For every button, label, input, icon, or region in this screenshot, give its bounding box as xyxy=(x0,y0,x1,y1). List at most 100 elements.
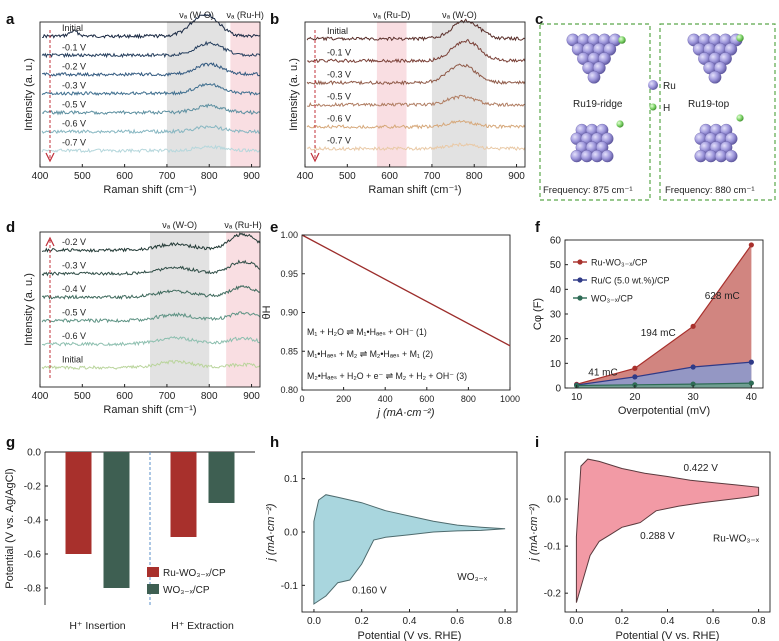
y-tick-label: 60 xyxy=(550,236,562,247)
point-1-2 xyxy=(690,364,696,370)
y-tick-label: 0.0 xyxy=(284,528,298,539)
x-tick-label: 600 xyxy=(116,391,133,402)
x-tick-label: 200 xyxy=(336,394,351,404)
band-0 xyxy=(166,22,227,167)
y-axis-label: Potential (V vs. Ag/AgCl) xyxy=(4,468,16,588)
x-tick-label: 0.8 xyxy=(752,616,766,627)
x-tick-label: 0.6 xyxy=(706,616,720,627)
panel-label-i: i xyxy=(535,434,539,451)
point-0-1 xyxy=(632,365,638,371)
y-tick-label: 20 xyxy=(550,334,562,345)
y-axis-label: θH xyxy=(261,305,273,319)
ridge-frame xyxy=(539,23,651,201)
panel-c-structures: Ru19-ridge Ru19-top Ru H Frequency: 875 … xyxy=(539,23,776,201)
series-label-5: -0.7 V xyxy=(327,136,351,146)
band-label-0: νₐ (Ru-D) xyxy=(373,10,410,20)
legend-marker-1 xyxy=(577,277,583,283)
cv-loop xyxy=(313,494,506,605)
top-frame xyxy=(659,23,776,201)
annotation-1: 194 mC xyxy=(641,328,676,339)
x-tick-label: 0.8 xyxy=(498,616,512,627)
series-label-4: -0.6 V xyxy=(62,331,86,341)
h-atom-0 xyxy=(618,36,626,44)
legend-label-1: WO₃₋ₓ/CP xyxy=(163,585,210,596)
axis-frame xyxy=(39,21,261,168)
x-tick-label: 800 xyxy=(201,171,218,182)
panel-label-f: f xyxy=(535,219,541,236)
y-axis-label: Cφ (F) xyxy=(532,298,544,330)
y-axis-label: Intensity (a. u.) xyxy=(23,58,35,131)
top-label: Ru19-top xyxy=(688,99,730,110)
series-4 xyxy=(41,103,261,116)
panel-i-chart: 0.0 0.2 0.4 0.6 0.8 -0.2 -0.1 0.0 0.422 V 0.288 V… xyxy=(528,451,771,641)
y-tick-label: -0.4 xyxy=(24,516,42,527)
band-label-1: νₐ (Ru-H) xyxy=(227,10,264,20)
ru-atom-b0-13 xyxy=(601,149,614,163)
x-axis-label: Raman shift (cm⁻¹) xyxy=(368,184,461,196)
series-label-1: -0.1 V xyxy=(62,42,86,52)
series-0 xyxy=(42,13,261,40)
legend-swatch-1 xyxy=(147,584,159,594)
x-tick-label: 0.6 xyxy=(450,616,464,627)
ru-clusters xyxy=(566,33,744,163)
theta-line xyxy=(301,234,511,347)
x-tick-label: 0.4 xyxy=(661,616,675,627)
x-tick-label: 400 xyxy=(32,391,49,402)
series-label-2: -0.2 V xyxy=(62,61,86,71)
panel-label-b: b xyxy=(270,11,279,28)
series-label-2: -0.4 V xyxy=(62,284,86,294)
series-label-4: -0.5 V xyxy=(62,99,86,109)
annotation-0: 628 mC xyxy=(705,291,740,302)
x-tick-label: 400 xyxy=(378,394,393,404)
line-2 xyxy=(576,382,752,387)
h-atom-1 xyxy=(736,34,744,42)
equation-2: M₁•Hₐₑₛ + M₂ ⇌ M₂•Hₐₑₛ + M₁ (2) xyxy=(307,349,433,359)
axis-frame xyxy=(39,231,261,388)
x-axis-label: j (mA·cm⁻²) xyxy=(375,407,434,419)
x-tick-label: 20 xyxy=(629,392,641,403)
series-label-2: -0.3 V xyxy=(327,70,351,80)
y-tick-label: -0.1 xyxy=(281,581,299,592)
series-2 xyxy=(306,63,526,86)
y-tick-label: 0.1 xyxy=(284,474,298,485)
axis-frame xyxy=(304,21,526,168)
legend-label-0: Ru-WO₃₋ₓ/CP xyxy=(591,258,647,268)
band-label-0: νₐ (W-O) xyxy=(179,10,214,20)
series-0 xyxy=(306,18,526,42)
x-tick-label: 500 xyxy=(339,171,356,182)
area-0 xyxy=(576,244,752,388)
panel-label-e: e xyxy=(270,219,278,236)
x-tick-label: 800 xyxy=(466,171,483,182)
trend-arrowhead xyxy=(310,152,320,163)
ru-atom-b1-13 xyxy=(725,149,738,163)
x-tick-label: 500 xyxy=(74,391,91,402)
annotation-0: 0.160 V xyxy=(352,585,387,596)
series-3 xyxy=(41,311,261,324)
panel-h-chart: 0.0 0.2 0.4 0.6 0.8 -0.1 0.0 0.1 0.160 V WO₃₋ₓ Pot… xyxy=(265,451,518,641)
series-6 xyxy=(41,144,261,154)
x-tick-label: 0.0 xyxy=(307,616,321,627)
x-tick-label: 400 xyxy=(297,171,314,182)
cv-loop xyxy=(575,458,760,603)
h-atom-b1 xyxy=(736,114,744,122)
series-1 xyxy=(41,40,261,59)
panel-label-h: h xyxy=(270,434,279,451)
ridge-frequency: Frequency: 875 cm⁻¹ xyxy=(543,185,633,196)
ru-atom-0-14 xyxy=(587,70,601,84)
y-axis-label: j (mA·cm⁻²) xyxy=(528,503,540,562)
series-5 xyxy=(306,142,526,152)
y-tick-label: 30 xyxy=(550,310,562,321)
panel-f-chart: Ru-WO₃₋ₓ/CP Ru/C (5.0 wt.%)/CP WO₃₋ₓ/CP 628… xyxy=(532,236,764,417)
x-tick-label: 0.2 xyxy=(355,616,369,627)
x-tick-label: 800 xyxy=(201,391,218,402)
series-label-0: Initial xyxy=(62,23,83,33)
series-label-3: -0.5 V xyxy=(327,92,351,102)
panel-g-chart: Ru-WO₃₋ₓ/CP WO₃₋ₓ/CP 0.0 -0.2 -0.4 -0.6 -0.8 H⁺… xyxy=(4,448,255,632)
x-tick-label: 10 xyxy=(571,392,583,403)
panel-a-chart: νₐ (W-O) νₐ (Ru-H) Initial -0.1 V -0.2 V -0.3… xyxy=(23,10,264,196)
x-tick-label: 500 xyxy=(74,171,91,182)
series-1 xyxy=(41,259,261,277)
series-3 xyxy=(307,94,526,108)
x-tick-label: 30 xyxy=(688,392,700,403)
